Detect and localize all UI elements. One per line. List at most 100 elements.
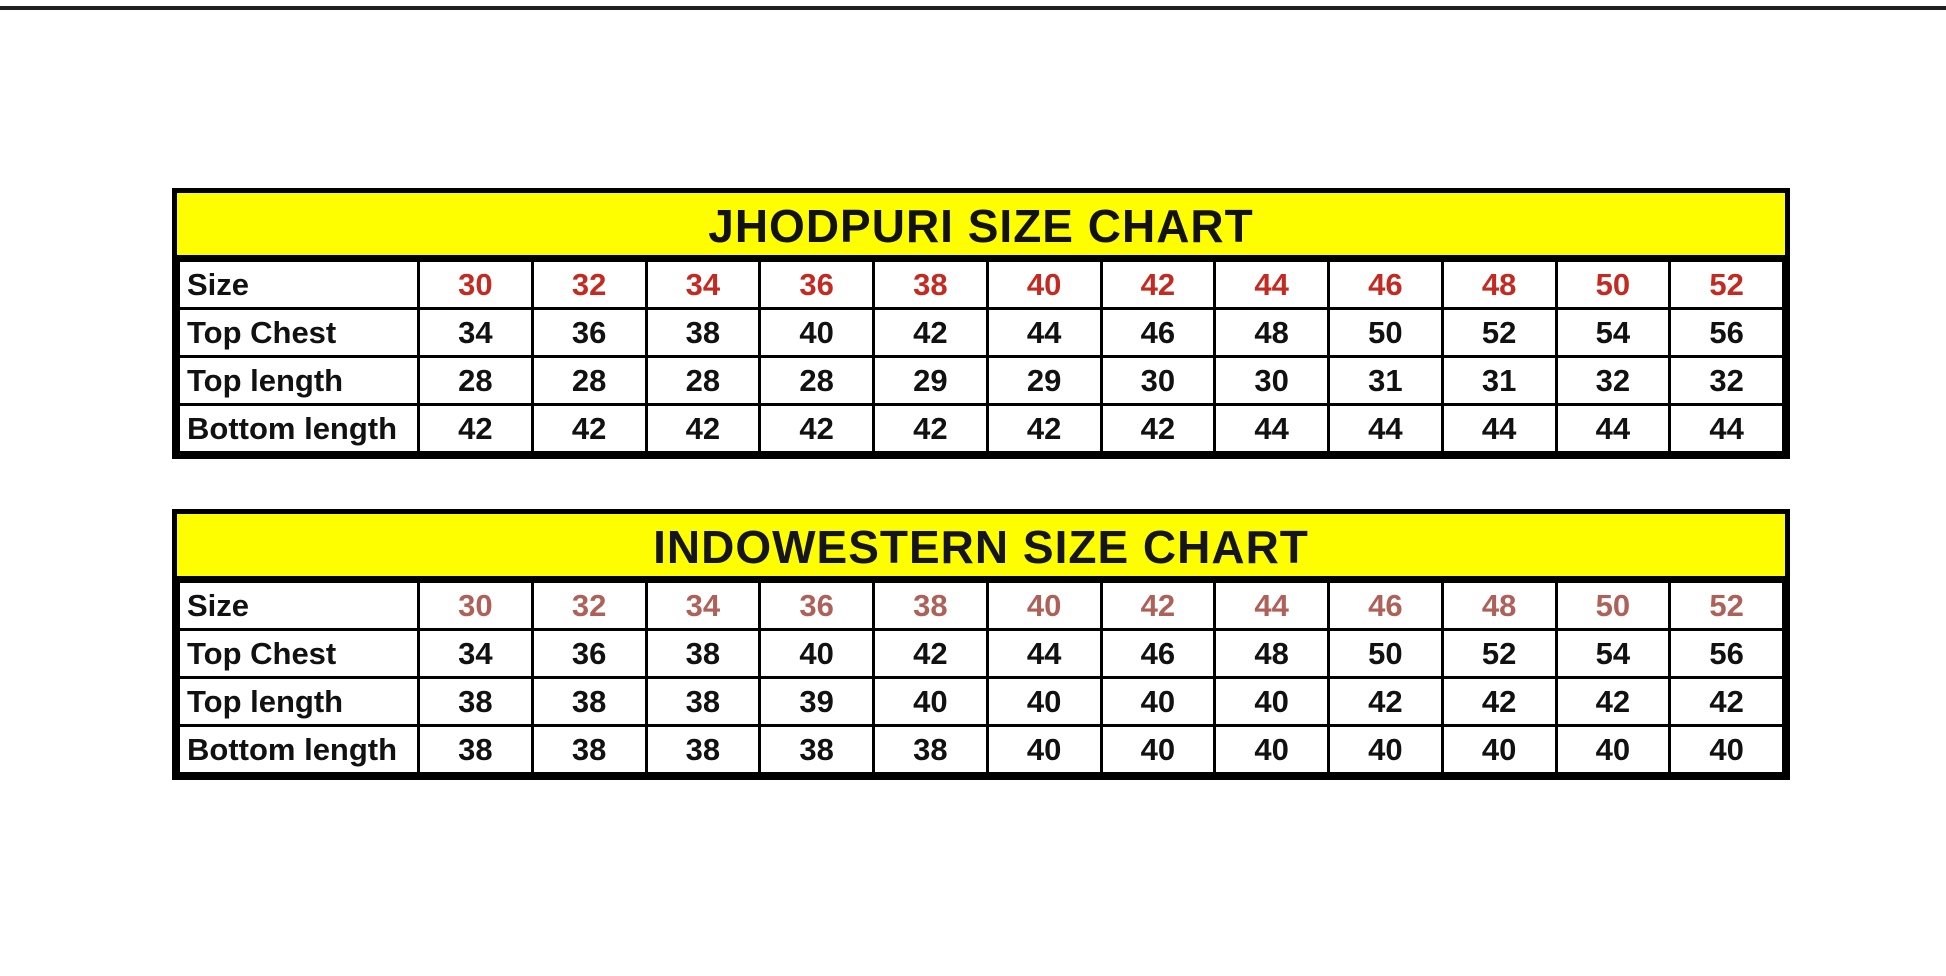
value-cell: 36 <box>758 580 875 631</box>
value-cell: 34 <box>417 307 534 358</box>
value-cell: 38 <box>417 724 534 775</box>
value-cell: 42 <box>1554 676 1672 727</box>
value-cell: 40 <box>985 580 1103 631</box>
value-cell: 46 <box>1099 307 1217 358</box>
value-cell: 40 <box>985 259 1103 310</box>
value-cell: 42 <box>1327 676 1444 727</box>
value-cell: 38 <box>530 676 648 727</box>
value-cell: 40 <box>985 724 1103 775</box>
value-cell: 42 <box>417 403 534 454</box>
value-cell: 40 <box>1440 724 1558 775</box>
value-cell: 38 <box>872 724 989 775</box>
value-cell: 32 <box>530 580 648 631</box>
value-cell: 52 <box>1668 580 1785 631</box>
row-label: Top length <box>177 676 420 727</box>
row-label: Size <box>177 580 420 631</box>
top-border-line <box>0 6 1946 10</box>
value-cell: 38 <box>417 676 534 727</box>
jhodpuri-size-chart: JHODPURI SIZE CHART Size 30 32 34 36 38 40 42 44… <box>172 188 1790 459</box>
value-cell: 40 <box>1668 724 1785 775</box>
value-cell: 34 <box>417 628 534 679</box>
table-row: Top Chest 34 36 38 40 42 44 46 48 50 52 54 56 <box>177 307 1785 358</box>
row-label: Size <box>177 259 420 310</box>
value-cell: 44 <box>985 307 1103 358</box>
value-cell: 42 <box>1668 676 1785 727</box>
table-row: Size 30 32 34 36 38 40 42 44 46 48 50 52 <box>177 580 1785 631</box>
value-cell: 42 <box>1099 580 1217 631</box>
value-cell: 50 <box>1327 307 1444 358</box>
value-cell: 40 <box>985 676 1103 727</box>
value-cell: 46 <box>1327 580 1444 631</box>
value-cell: 48 <box>1440 580 1558 631</box>
jhodpuri-table-body: Size 30 32 34 36 38 40 42 44 46 48 50 52 Top Chest 34 3… <box>177 259 1785 454</box>
value-cell: 48 <box>1213 307 1330 358</box>
value-cell: 44 <box>1213 580 1330 631</box>
value-cell: 50 <box>1554 259 1672 310</box>
value-cell: 28 <box>644 355 762 406</box>
value-cell: 40 <box>1099 676 1217 727</box>
value-cell: 44 <box>1213 259 1330 310</box>
value-cell: 46 <box>1099 628 1217 679</box>
table-row: Bottom length 42 42 42 42 42 42 42 44 44 44 44 44 <box>177 403 1785 454</box>
value-cell: 52 <box>1440 628 1558 679</box>
value-cell: 31 <box>1327 355 1444 406</box>
value-cell: 29 <box>872 355 989 406</box>
value-cell: 50 <box>1327 628 1444 679</box>
table-row: Size 30 32 34 36 38 40 42 44 46 48 50 52 <box>177 259 1785 310</box>
value-cell: 38 <box>644 628 762 679</box>
value-cell: 42 <box>758 403 875 454</box>
table-row: Top length 28 28 28 28 29 29 30 30 31 31 32 32 <box>177 355 1785 406</box>
indowestern-table-body: Size 30 32 34 36 38 40 42 44 46 48 50 52 Top Chest 34 3… <box>177 580 1785 775</box>
row-label: Top Chest <box>177 307 420 358</box>
value-cell: 32 <box>1668 355 1785 406</box>
value-cell: 32 <box>1554 355 1672 406</box>
value-cell: 38 <box>872 580 989 631</box>
value-cell: 30 <box>1099 355 1217 406</box>
value-cell: 54 <box>1554 628 1672 679</box>
value-cell: 29 <box>985 355 1103 406</box>
jhodpuri-chart-title: JHODPURI SIZE CHART <box>177 193 1785 259</box>
row-label: Top length <box>177 355 420 406</box>
value-cell: 38 <box>758 724 875 775</box>
row-label: Bottom length <box>177 403 420 454</box>
value-cell: 56 <box>1668 628 1785 679</box>
value-cell: 50 <box>1554 580 1672 631</box>
value-cell: 42 <box>1099 403 1217 454</box>
table-row: Bottom length 38 38 38 38 38 40 40 40 40 40 40 40 <box>177 724 1785 775</box>
value-cell: 39 <box>758 676 875 727</box>
table-row: Top Chest 34 36 38 40 42 44 46 48 50 52 54 56 <box>177 628 1785 679</box>
value-cell: 44 <box>1327 403 1444 454</box>
value-cell: 52 <box>1668 259 1785 310</box>
value-cell: 36 <box>758 259 875 310</box>
value-cell: 38 <box>644 676 762 727</box>
value-cell: 40 <box>758 628 875 679</box>
value-cell: 28 <box>530 355 648 406</box>
value-cell: 40 <box>1213 724 1330 775</box>
indowestern-size-chart: INDOWESTERN SIZE CHART Size 30 32 34 36 38 40 4… <box>172 509 1790 780</box>
value-cell: 42 <box>872 307 989 358</box>
value-cell: 56 <box>1668 307 1785 358</box>
value-cell: 44 <box>1554 403 1672 454</box>
value-cell: 38 <box>530 724 648 775</box>
value-cell: 36 <box>530 628 648 679</box>
value-cell: 40 <box>758 307 875 358</box>
row-label: Top Chest <box>177 628 420 679</box>
value-cell: 44 <box>1213 403 1330 454</box>
value-cell: 48 <box>1440 259 1558 310</box>
value-cell: 38 <box>644 307 762 358</box>
value-cell: 40 <box>1327 724 1444 775</box>
value-cell: 34 <box>644 259 762 310</box>
value-cell: 40 <box>1099 724 1217 775</box>
value-cell: 31 <box>1440 355 1558 406</box>
value-cell: 42 <box>1099 259 1217 310</box>
value-cell: 34 <box>644 580 762 631</box>
value-cell: 30 <box>1213 355 1330 406</box>
value-cell: 42 <box>872 403 989 454</box>
value-cell: 48 <box>1213 628 1330 679</box>
value-cell: 38 <box>644 724 762 775</box>
value-cell: 42 <box>985 403 1103 454</box>
value-cell: 38 <box>872 259 989 310</box>
indowestern-chart-title: INDOWESTERN SIZE CHART <box>177 514 1785 580</box>
value-cell: 40 <box>1213 676 1330 727</box>
value-cell: 46 <box>1327 259 1444 310</box>
